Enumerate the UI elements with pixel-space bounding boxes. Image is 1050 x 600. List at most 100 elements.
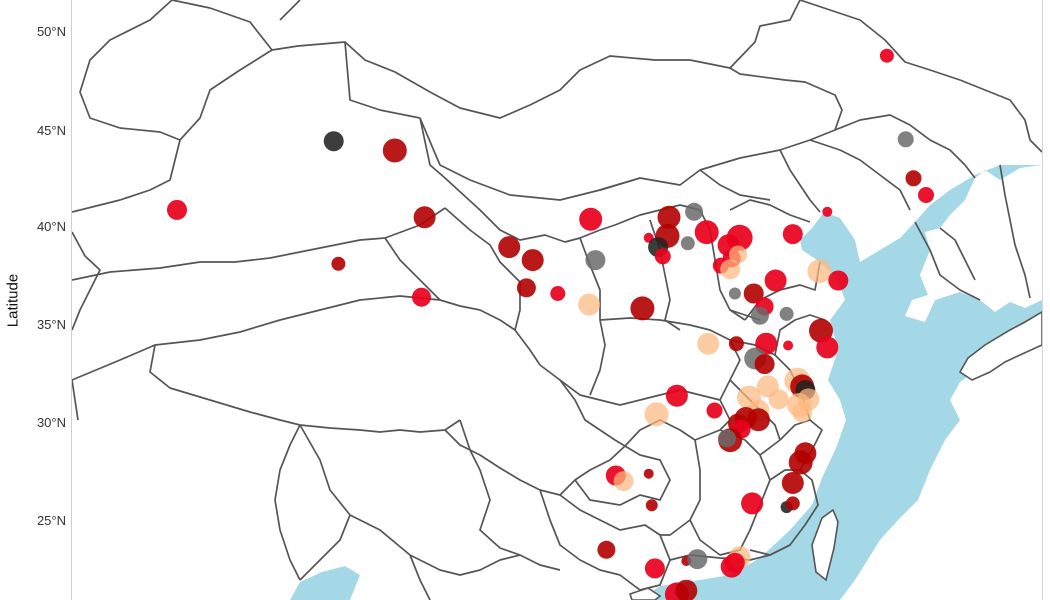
sea-layer	[290, 165, 1042, 600]
city-point-11	[516, 278, 536, 298]
city-point-12	[550, 286, 566, 301]
city-point-71	[788, 450, 813, 475]
city-point-2	[323, 131, 344, 152]
map-canvas	[72, 0, 1042, 600]
city-point-7	[412, 287, 431, 307]
city-point-42	[779, 306, 794, 321]
y-tick-label-45: 45°N	[36, 123, 66, 138]
border-guizhou	[574, 445, 671, 506]
border-yunnan	[299, 424, 561, 576]
city-point-4	[167, 199, 187, 220]
border-sichuan	[444, 429, 626, 496]
border-hubei	[539, 364, 731, 431]
border-qinghai-tibet	[154, 295, 516, 346]
city-point-46	[783, 340, 794, 351]
y-tick-label-35: 35°N	[36, 317, 66, 332]
city-point-29	[720, 259, 741, 280]
city-point-56	[792, 402, 813, 423]
border-chongqing	[559, 379, 626, 447]
y-tick-label-30: 30°N	[36, 415, 66, 430]
border-hunan	[624, 419, 701, 536]
panel-border-left	[71, 0, 72, 600]
border-inner-mongolia	[599, 149, 821, 213]
border-tibet-south	[72, 344, 461, 433]
border-yunnan-east	[459, 419, 581, 561]
city-point-33	[897, 131, 914, 148]
city-point-8	[579, 207, 603, 231]
city-point-59	[768, 389, 789, 410]
sea-east-china-sea	[640, 165, 1042, 600]
city-point-83	[644, 558, 665, 579]
city-point-27	[729, 245, 747, 264]
city-point-88	[675, 579, 698, 600]
city-point-39	[743, 283, 764, 304]
city-point-86	[724, 552, 745, 573]
city-point-1	[879, 48, 894, 63]
city-point-35	[764, 269, 787, 292]
border-korea-east	[964, 164, 1031, 299]
city-point-38	[728, 287, 741, 300]
city-point-13	[585, 250, 606, 271]
y-tick-label-50: 50°N	[36, 24, 66, 39]
city-point-36	[807, 259, 832, 284]
border-mongolia-north	[171, 0, 801, 119]
city-point-3	[382, 138, 407, 163]
city-point-6	[413, 206, 436, 229]
city-point-72	[781, 472, 804, 494]
city-point-82	[687, 549, 708, 570]
city-point-32	[905, 170, 922, 187]
panel-border-right	[1042, 0, 1043, 600]
city-point-15	[630, 296, 655, 321]
y-axis-title: Latitude	[4, 273, 22, 328]
border-mongolia-south	[419, 67, 843, 201]
city-point-63	[665, 384, 688, 407]
city-point-78	[643, 468, 654, 479]
city-point-80	[597, 540, 616, 559]
border-xinjiang-east	[179, 41, 421, 141]
border-qinghai-east	[384, 207, 541, 366]
city-point-18	[685, 202, 704, 221]
city-point-69	[718, 429, 736, 448]
border-kazakh-west	[72, 0, 181, 213]
city-point-30	[782, 224, 803, 245]
city-point-31	[822, 206, 833, 217]
border-russia-ne	[799, 0, 1042, 153]
city-point-64	[644, 402, 669, 427]
city-point-73	[741, 492, 764, 515]
city-point-75	[785, 496, 800, 511]
city-point-9	[498, 236, 521, 259]
border-vietnam	[299, 514, 431, 600]
city-point-5	[331, 256, 346, 271]
map-panel	[72, 0, 1042, 600]
city-point-41	[750, 306, 769, 325]
city-point-45	[816, 336, 839, 359]
city-point-37	[828, 270, 849, 291]
city-point-79	[645, 499, 658, 512]
city-point-23	[694, 220, 719, 245]
city-point-14	[578, 293, 601, 316]
y-tick-label-40: 40°N	[36, 219, 66, 234]
border-korea	[914, 221, 981, 301]
city-point-47	[697, 332, 720, 355]
y-tick-label-25: 25°N	[36, 513, 66, 528]
city-point-77	[613, 471, 634, 492]
border-west	[72, 0, 301, 421]
city-point-10	[521, 249, 544, 272]
japan-island	[958, 311, 1042, 381]
city-point-48	[728, 336, 744, 352]
taiwan-island	[811, 508, 839, 582]
city-point-21	[654, 248, 671, 265]
border-guangxi	[559, 494, 671, 591]
city-markers	[167, 48, 934, 600]
border-northeast	[809, 114, 966, 211]
city-point-65	[706, 402, 723, 419]
city-point-22	[680, 236, 695, 251]
border-gansu	[419, 117, 601, 243]
city-point-16	[657, 205, 681, 229]
sea-gulf-tonkin	[290, 566, 360, 600]
city-point-34	[918, 187, 934, 203]
city-point-50	[754, 354, 775, 375]
border-myanmar	[274, 424, 301, 581]
border-xinjiang-tibet	[72, 207, 446, 281]
